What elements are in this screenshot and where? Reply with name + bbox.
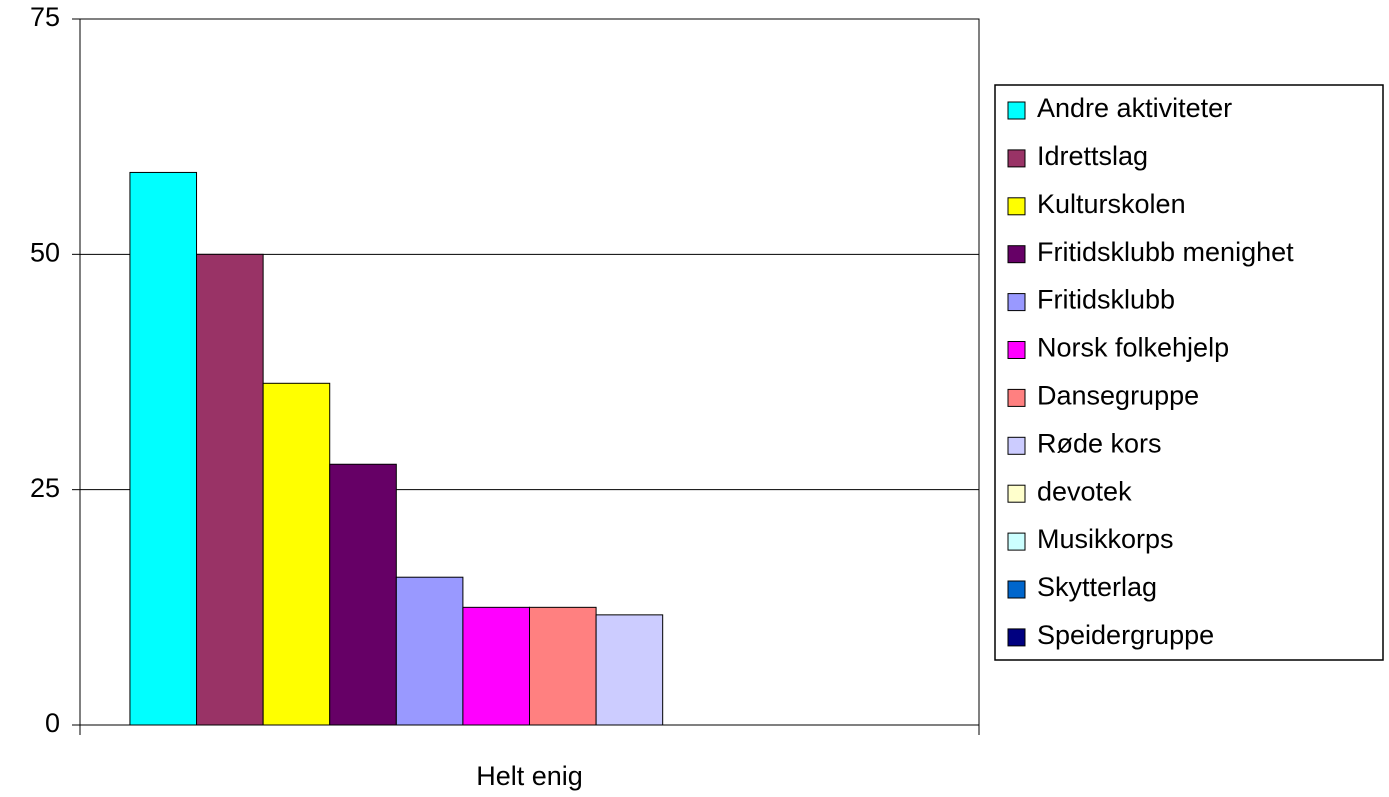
y-tick-label: 25 (30, 473, 60, 503)
bar (129, 171, 198, 726)
bar (395, 576, 464, 726)
legend-label: Musikkorps (1037, 524, 1174, 554)
legend-label: Fritidsklubb menighet (1037, 237, 1294, 267)
legend-label: Kulturskolen (1037, 189, 1186, 219)
legend-swatch (1007, 580, 1026, 599)
legend-swatch (1007, 101, 1026, 120)
legend-label: Speidergruppe (1037, 620, 1214, 650)
legend-label: Dansegruppe (1037, 381, 1199, 411)
bar (529, 606, 597, 726)
legend-swatch (1007, 484, 1026, 503)
legend-label: Norsk folkehjelp (1037, 333, 1229, 363)
legend-label: Røde kors (1037, 428, 1162, 458)
bar (262, 382, 331, 726)
legend-label: Idrettslag (1037, 141, 1148, 171)
legend-swatch (1007, 341, 1026, 359)
y-tick-label: 50 (30, 237, 60, 267)
legend-swatch (1007, 293, 1026, 312)
legend-swatch (1007, 197, 1026, 216)
legend-label: Andre aktiviteter (1037, 93, 1232, 123)
legend-swatch (1007, 149, 1026, 168)
legend-box (994, 84, 1384, 661)
legend-swatch (1007, 532, 1026, 551)
legend-swatch (1007, 388, 1026, 407)
bar (329, 463, 397, 726)
legend-label: Skytterlag (1037, 572, 1157, 602)
y-tick-label: 0 (45, 708, 60, 738)
legend-swatch (1007, 245, 1026, 264)
y-tick-label: 75 (30, 2, 60, 32)
bar (595, 614, 664, 726)
x-tick-label: Helt enig (476, 761, 583, 791)
legend-swatch (1007, 436, 1026, 455)
legend-label: Fritidsklubb (1037, 285, 1175, 315)
bar (196, 253, 264, 726)
bar (462, 606, 530, 726)
legend-label: devotek (1037, 476, 1132, 506)
legend-swatch (1007, 628, 1026, 647)
